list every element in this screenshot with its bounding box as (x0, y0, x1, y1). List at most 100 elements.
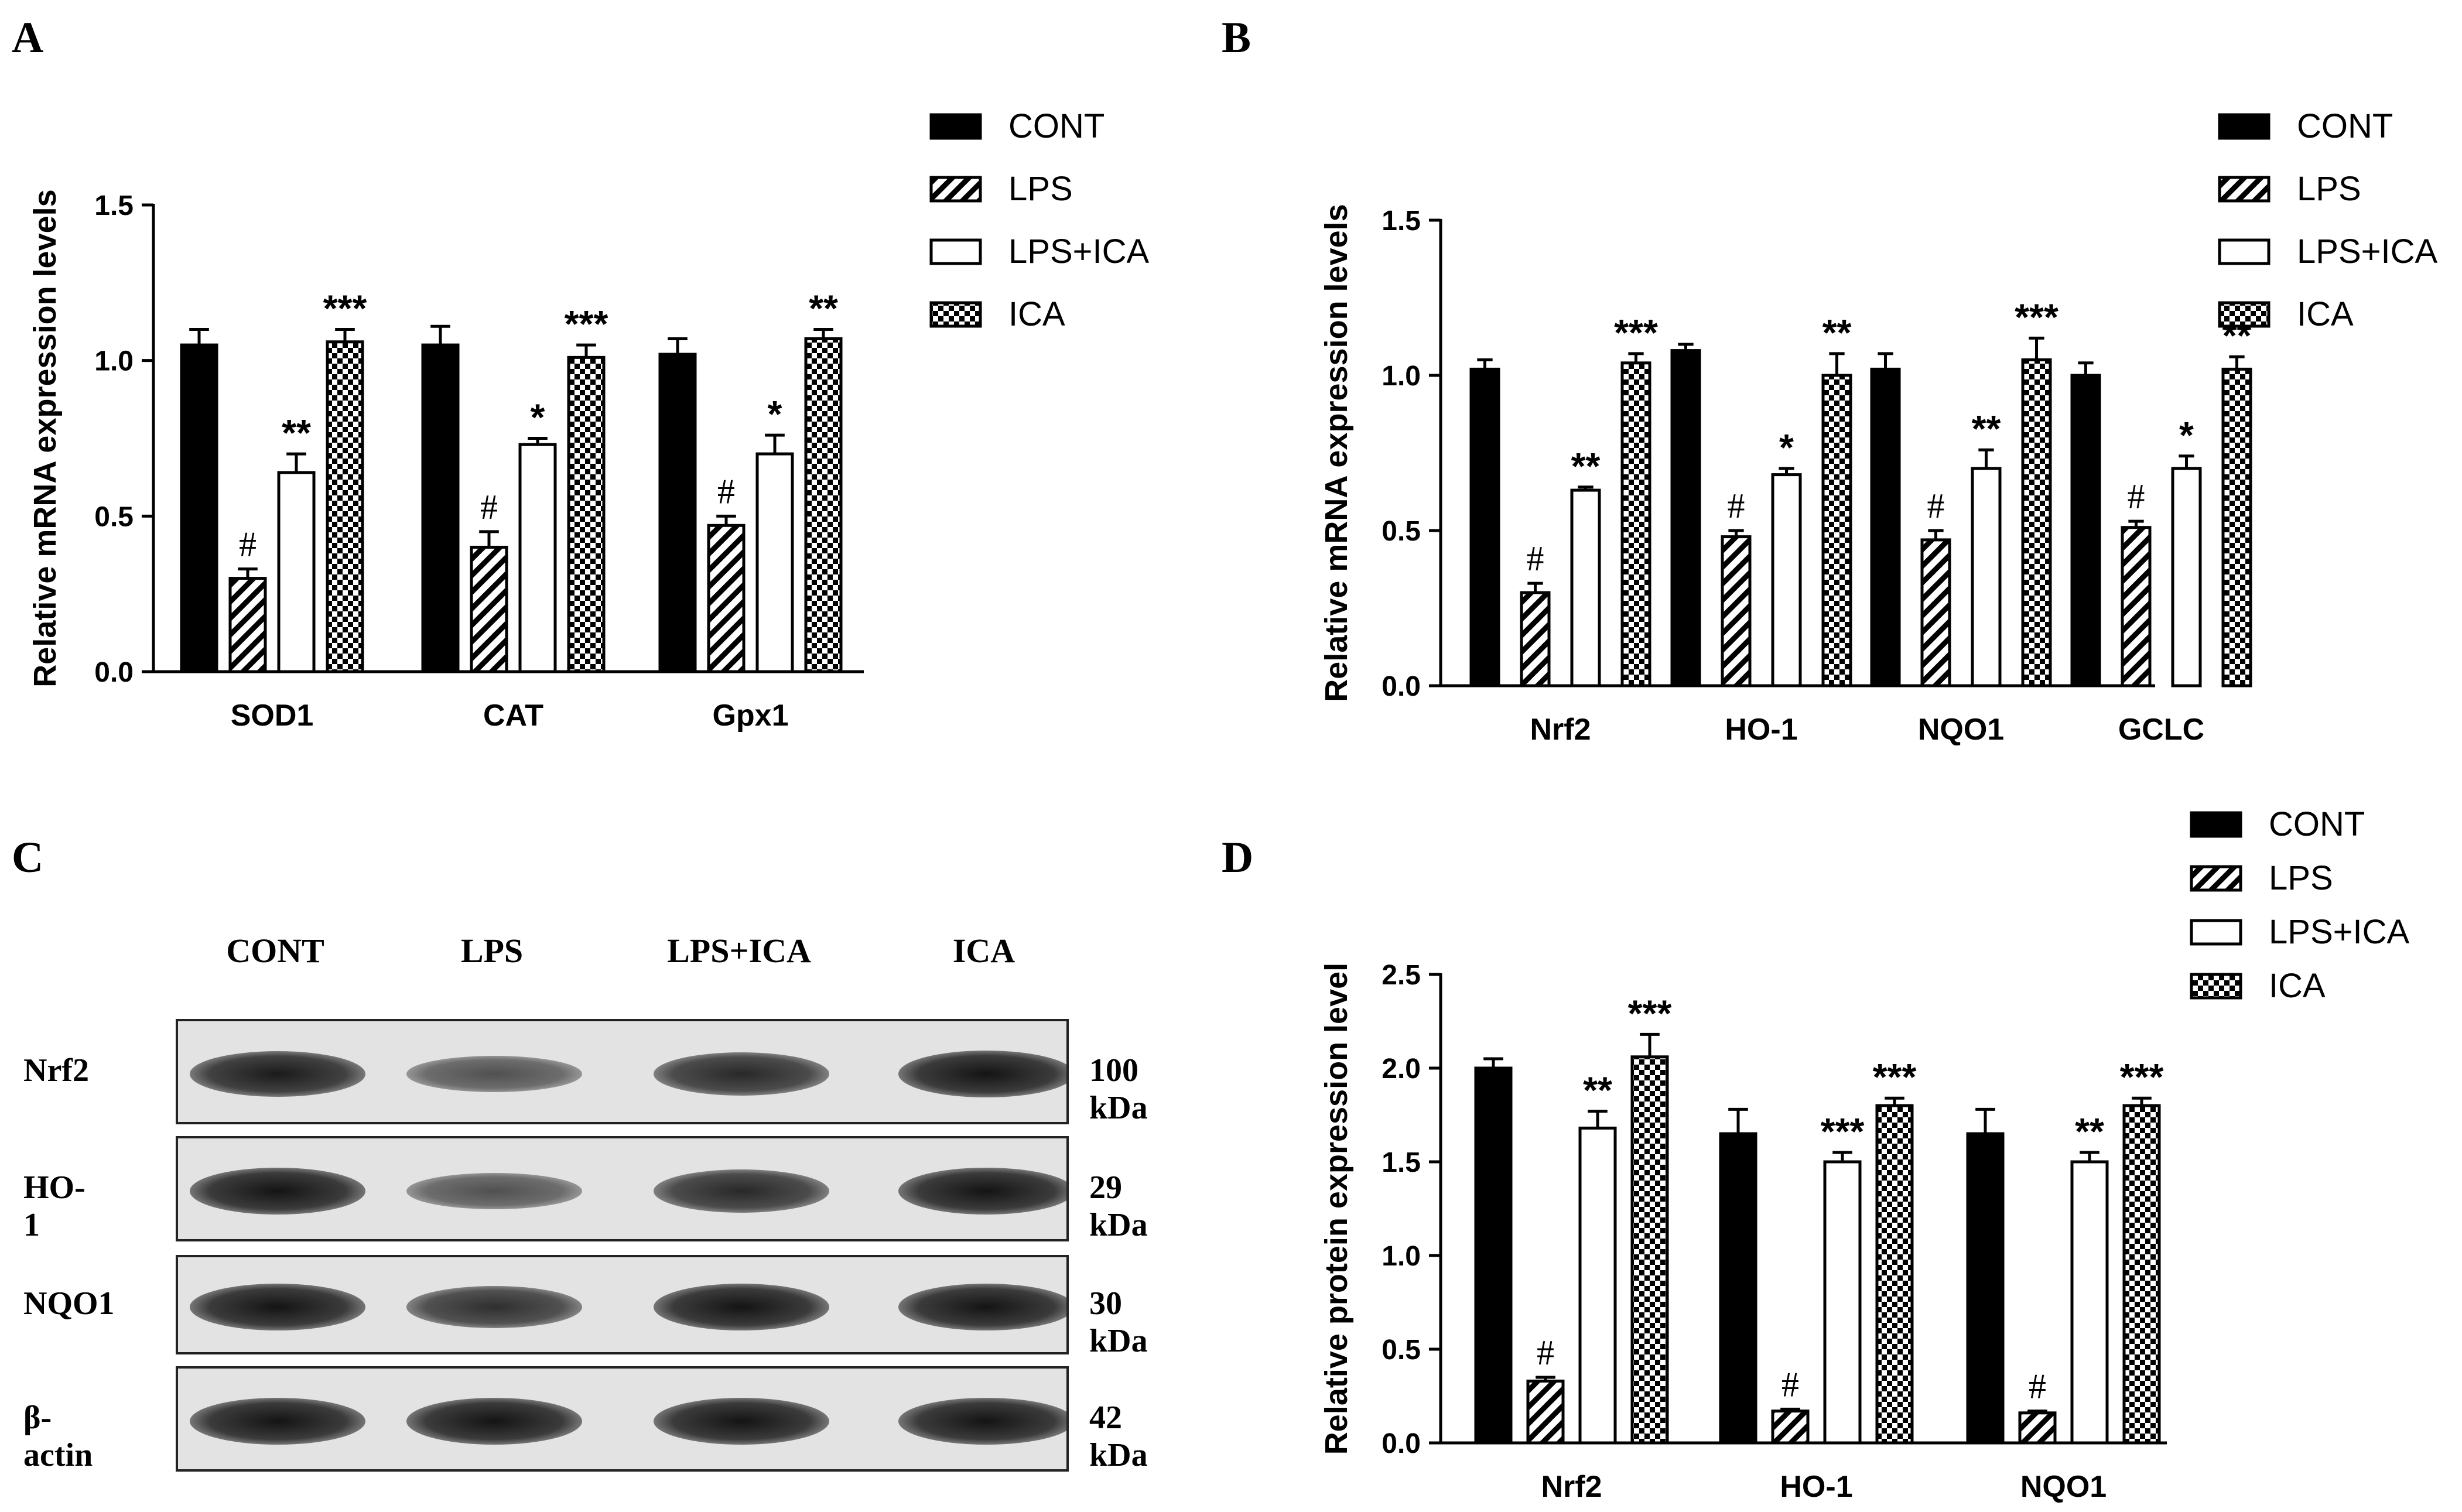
blot-strip (176, 1019, 1069, 1124)
significance-mark-d: *** (2120, 1056, 2164, 1098)
blot-band (406, 1056, 582, 1092)
panel-letter-a: A (12, 13, 44, 62)
legend-swatch-b (2218, 238, 2270, 265)
significance-mark-b: ** (1822, 312, 1852, 354)
significance-mark-b: *** (1614, 312, 1658, 354)
blot-lane-label: CONT (226, 932, 324, 970)
blot-protein-label: Nrf2 (23, 1052, 89, 1089)
significance-mark-a: # (717, 472, 735, 511)
significance-mark-d: ** (2075, 1110, 2104, 1152)
bar-a (707, 524, 746, 673)
significance-mark-b: # (1527, 539, 1544, 578)
significance-mark-b: # (1927, 487, 1945, 525)
blot-band (654, 1398, 829, 1445)
bar-b (1670, 349, 1701, 687)
bar-a (567, 355, 606, 673)
blot-kda-label: 30 kDa (1089, 1285, 1148, 1359)
y-tick-label-a: 0.5 (94, 501, 134, 532)
panel-letter-b: B (1222, 13, 1251, 62)
bar-d (1875, 1104, 1914, 1445)
y-tick-label-a: 1.0 (94, 346, 134, 377)
significance-mark-b: # (2128, 477, 2145, 516)
bar-a (470, 545, 508, 673)
bar-d (2122, 1104, 2161, 1445)
blot-band (654, 1052, 829, 1096)
significance-mark-a: ** (809, 288, 838, 330)
blot-kda-label: 42 kDa (1089, 1400, 1148, 1473)
blot-band (190, 1051, 365, 1097)
y-tick-label-b: 1.0 (1382, 361, 1421, 392)
category-label-b: GCLC (2118, 713, 2204, 747)
category-label-d: NQO1 (2020, 1470, 2107, 1504)
legend-label-d: ICA (2269, 967, 2326, 1005)
bar-d (1823, 1160, 1862, 1445)
blot-band (406, 1173, 582, 1209)
significance-mark-b: # (1728, 487, 1745, 525)
blot-lane-label: ICA (952, 932, 1015, 970)
blot-kda-label: 29 kDa (1089, 1169, 1148, 1243)
legend-swatch-a (929, 238, 982, 265)
significance-mark-a: # (480, 488, 498, 526)
significance-mark-d: *** (1628, 992, 1672, 1034)
legend-label-d: CONT (2269, 805, 2365, 843)
bar-a (326, 340, 364, 673)
y-tick-label-a: 1.5 (94, 190, 134, 221)
significance-mark-b: *** (2015, 296, 2058, 338)
significance-mark-d: # (1537, 1333, 1554, 1372)
bar-b (1570, 488, 1601, 687)
chart-b: 0.0 0.5 1.0 1.5 Relative mRNA expression lev… (1319, 107, 2437, 747)
legend-label-d: LPS+ICA (2269, 913, 2409, 951)
blot-strip (176, 1366, 1069, 1472)
bar-b (1870, 367, 1901, 687)
bar-d (1771, 1410, 1810, 1445)
significance-mark-a: ** (282, 412, 311, 454)
category-label-d: Nrf2 (1541, 1470, 1602, 1504)
bar-a (755, 452, 794, 673)
bar-b (1771, 473, 1802, 687)
bar-d (2070, 1160, 2109, 1445)
y-axis-title-a: Relative mRNA expression levels (28, 189, 63, 687)
legend-swatch-b (2218, 113, 2270, 140)
y-tick-label-a: 0.0 (94, 657, 134, 688)
significance-mark-a: # (239, 525, 257, 564)
bar-b (2171, 467, 2202, 687)
bar-b (2121, 526, 2152, 687)
bar-a (228, 577, 267, 673)
bar-b (1620, 361, 1651, 687)
legend-label-a: LPS+ICA (1008, 232, 1149, 271)
significance-mark-b: ** (1972, 408, 2001, 450)
significance-mark-d: # (1781, 1365, 1799, 1404)
bar-b (1520, 591, 1551, 687)
y-tick-label-b: 0.0 (1382, 671, 1421, 702)
bar-a (518, 443, 557, 673)
blot-band (898, 1398, 1066, 1445)
blot-band (406, 1398, 582, 1445)
legend-label-b: CONT (2297, 107, 2393, 145)
significance-mark-b: * (1779, 426, 1794, 468)
chart-a: 0.0 0.5 1.0 1.5 Relative mRNA expression lev… (28, 107, 1149, 733)
category-label-b: HO-1 (1725, 713, 1797, 747)
significance-mark-d: *** (1873, 1056, 1917, 1098)
legend-label-d: LPS (2269, 859, 2333, 897)
legend-swatch-d (2190, 811, 2242, 838)
blot-band (898, 1051, 1066, 1097)
blot-protein-label: β-actin (23, 1400, 93, 1473)
bar-d (2018, 1411, 2057, 1445)
blot-band (654, 1169, 829, 1213)
legend-swatch-a (929, 113, 982, 140)
legend-swatch-b (2218, 301, 2270, 328)
bar-b (1821, 374, 1852, 687)
significance-mark-a: * (531, 396, 545, 439)
legend-label-a: LPS (1008, 170, 1073, 208)
y-tick-label-d: 1.0 (1382, 1241, 1421, 1272)
legend-swatch-d (2190, 865, 2242, 892)
bar-b (1971, 467, 2002, 687)
y-tick-label-b: 1.5 (1382, 206, 1421, 237)
legend-swatch-d (2190, 919, 2242, 946)
y-tick-label-d: 0.0 (1382, 1428, 1421, 1459)
blot-lane-label: LPS+ICA (667, 932, 811, 970)
legend-label-b: LPS (2297, 170, 2361, 208)
panel-letter-d: D (1222, 833, 1254, 882)
significance-mark-b: * (2179, 414, 2194, 456)
bar-b (2070, 374, 2101, 687)
